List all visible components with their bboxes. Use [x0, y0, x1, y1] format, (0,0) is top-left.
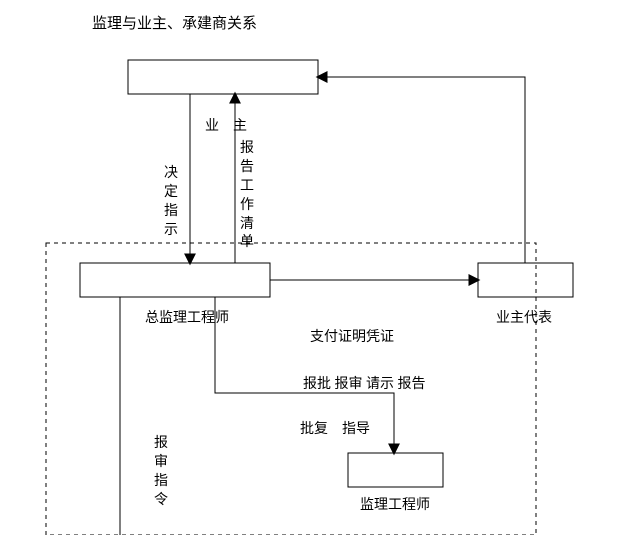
diagram-title: 监理与业主、承建商关系 [92, 12, 257, 33]
reply-guidance-label: 批复 指导 [300, 418, 370, 438]
report-review-request-label: 报批 报审 请示 报告 [303, 373, 426, 393]
report-worklist-label: 报告工作清单 [240, 140, 254, 253]
svg-layer [0, 0, 626, 535]
owner-vertical-label: 业 主 [205, 115, 247, 135]
decide-instruct-label: 决定指示 [164, 165, 178, 241]
supervision-engineer-label: 监理工程师 [360, 494, 430, 514]
payment-proof-label: 支付证明凭证 [310, 326, 394, 346]
review-command-label: 报审指令 [154, 435, 168, 511]
owner-representative-label: 业主代表 [496, 307, 552, 327]
chief-supervision-engineer-label: 总监理工程师 [145, 307, 229, 327]
diagram-stage: { "canvas": { "width": 626, "height": 53… [0, 0, 626, 535]
